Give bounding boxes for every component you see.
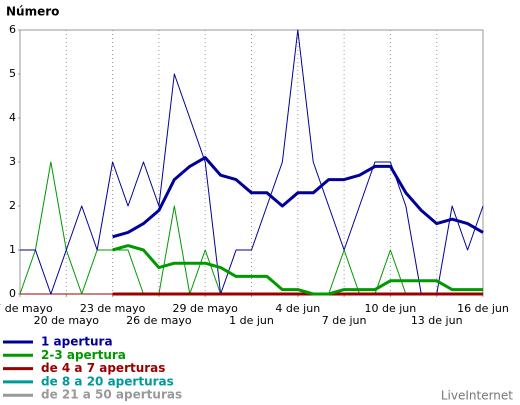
average-line: [112, 156, 484, 239]
x-tick-label: 16 de jun: [457, 302, 509, 315]
y-tick-label: 6: [9, 23, 16, 36]
daily-line: [20, 29, 484, 295]
y-tick-label: 0: [9, 287, 16, 300]
y-tick-label: 1: [9, 243, 16, 256]
chart-title: Número: [6, 5, 59, 19]
x-tick-label: 1 de jun: [229, 314, 274, 327]
y-tick-label: 3: [9, 155, 16, 168]
brand: LiveInternet: [441, 389, 513, 403]
x-tick-label: 17 de mayo: [0, 302, 53, 315]
x-tick-label: 26 de mayo: [126, 314, 192, 327]
average-line: [112, 244, 483, 296]
legend-label: 1 apertura: [41, 335, 113, 349]
x-tick-label: 13 de jun: [411, 314, 463, 327]
x-tick-label: 29 de mayo: [172, 302, 238, 315]
legend-label: de 8 a 20 aperturas: [41, 374, 174, 388]
x-tick-label: 10 de jun: [365, 302, 417, 315]
x-tick-label: 23 de mayo: [80, 302, 146, 315]
y-tick-label: 4: [9, 111, 16, 124]
legend-label: de 4 a 7 aperturas: [41, 361, 165, 375]
y-tick-label: 5: [9, 67, 16, 80]
x-tick-label: 7 de jun: [322, 314, 367, 327]
legend-label: 2-3 apertura: [41, 348, 126, 362]
x-tick-label: 20 de mayo: [34, 314, 100, 327]
legend-label: de 21 a 50 aperturas: [41, 388, 182, 402]
y-tick-label: 2: [9, 199, 16, 212]
x-tick-label: 4 de jun: [275, 302, 320, 315]
